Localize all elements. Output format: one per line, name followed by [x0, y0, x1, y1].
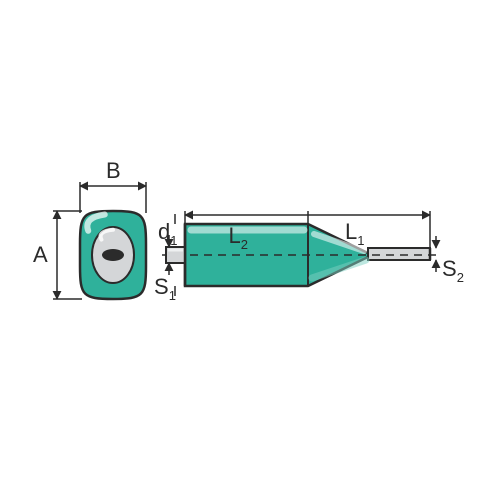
label-S2: S2 — [442, 256, 464, 285]
front-hole — [102, 249, 124, 261]
label-B: B — [106, 158, 121, 183]
label-L1: L1 — [345, 219, 364, 248]
label-A: A — [33, 242, 48, 267]
label-S1: S1 — [154, 274, 176, 303]
barrel-right — [368, 248, 430, 260]
